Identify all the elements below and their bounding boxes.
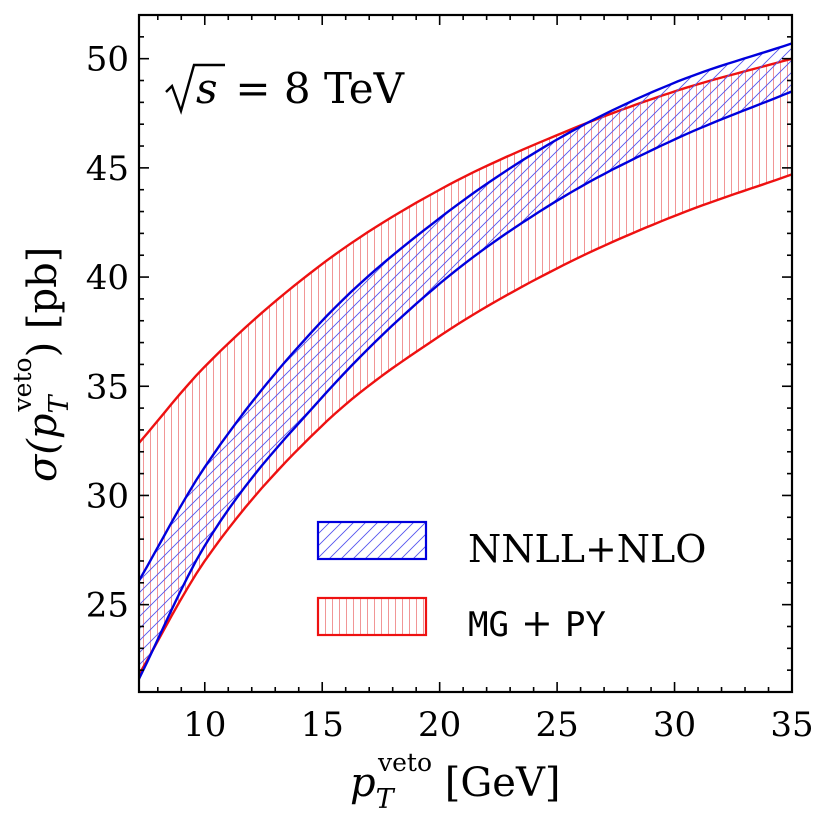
legend-swatch-mgpy xyxy=(316,596,428,637)
y-tick-label: 25 xyxy=(86,586,129,626)
y-axis-sub: T xyxy=(44,393,75,413)
y-tick-label: 45 xyxy=(86,149,129,189)
plot-area xyxy=(139,42,792,680)
x-tick-label: 15 xyxy=(301,705,344,745)
y-axis-prefix: σ( xyxy=(20,438,66,482)
y-axis-sigma: σ( xyxy=(20,438,66,482)
lower-curve-mgpy xyxy=(139,173,792,676)
legend-swatch-nnll xyxy=(316,520,428,561)
legend-py: PY xyxy=(565,605,606,645)
lower-curve-nnll xyxy=(139,90,792,680)
tick-labels: 10 15 20 25 30 35 25 30 35 40 45 50 xyxy=(86,40,814,745)
plot-frame xyxy=(137,13,794,694)
sqrt-radical xyxy=(165,63,225,115)
legend-label-nnll: NNLL+NLO xyxy=(468,527,706,571)
upper-curve-nnll xyxy=(139,42,792,582)
y-axis-suffix: ) [pb] xyxy=(20,247,66,358)
x-axis-sub: T xyxy=(376,784,396,815)
annotation-variable: s xyxy=(196,64,218,113)
x-axis-sup: veto xyxy=(377,748,432,777)
energy-annotation: s = 8 TeV xyxy=(165,63,405,115)
y-tick-label: 40 xyxy=(86,258,129,298)
y-tick-label: 30 xyxy=(86,476,129,516)
legend-plus: + xyxy=(509,601,565,645)
x-tick-label: 25 xyxy=(535,705,578,745)
annotation-text: = 8 TeV xyxy=(222,64,405,113)
legend-label-mgpy: MG + PY xyxy=(468,601,606,645)
x-axis-var: p xyxy=(350,760,376,806)
y-tick-label: 50 xyxy=(86,40,129,80)
x-tick-label: 30 xyxy=(653,705,696,745)
legend-mg: MG xyxy=(468,605,509,645)
legend: NNLL+NLO MG + PY xyxy=(316,520,706,645)
x-tick-label: 35 xyxy=(770,705,813,745)
x-tick-label: 10 xyxy=(183,705,226,745)
x-tick-label: 20 xyxy=(418,705,461,745)
y-axis-var: p xyxy=(20,413,66,439)
x-axis-title: pTveto [GeV] xyxy=(350,748,560,815)
y-tick-label: 35 xyxy=(86,367,129,407)
band-mgpy xyxy=(139,58,792,675)
x-axis-unit: [GeV] xyxy=(432,760,560,806)
y-axis-sup: veto xyxy=(8,357,37,412)
y-axis-title: σ(pTveto) [pb] xyxy=(8,247,75,482)
band-nnll xyxy=(139,43,792,679)
